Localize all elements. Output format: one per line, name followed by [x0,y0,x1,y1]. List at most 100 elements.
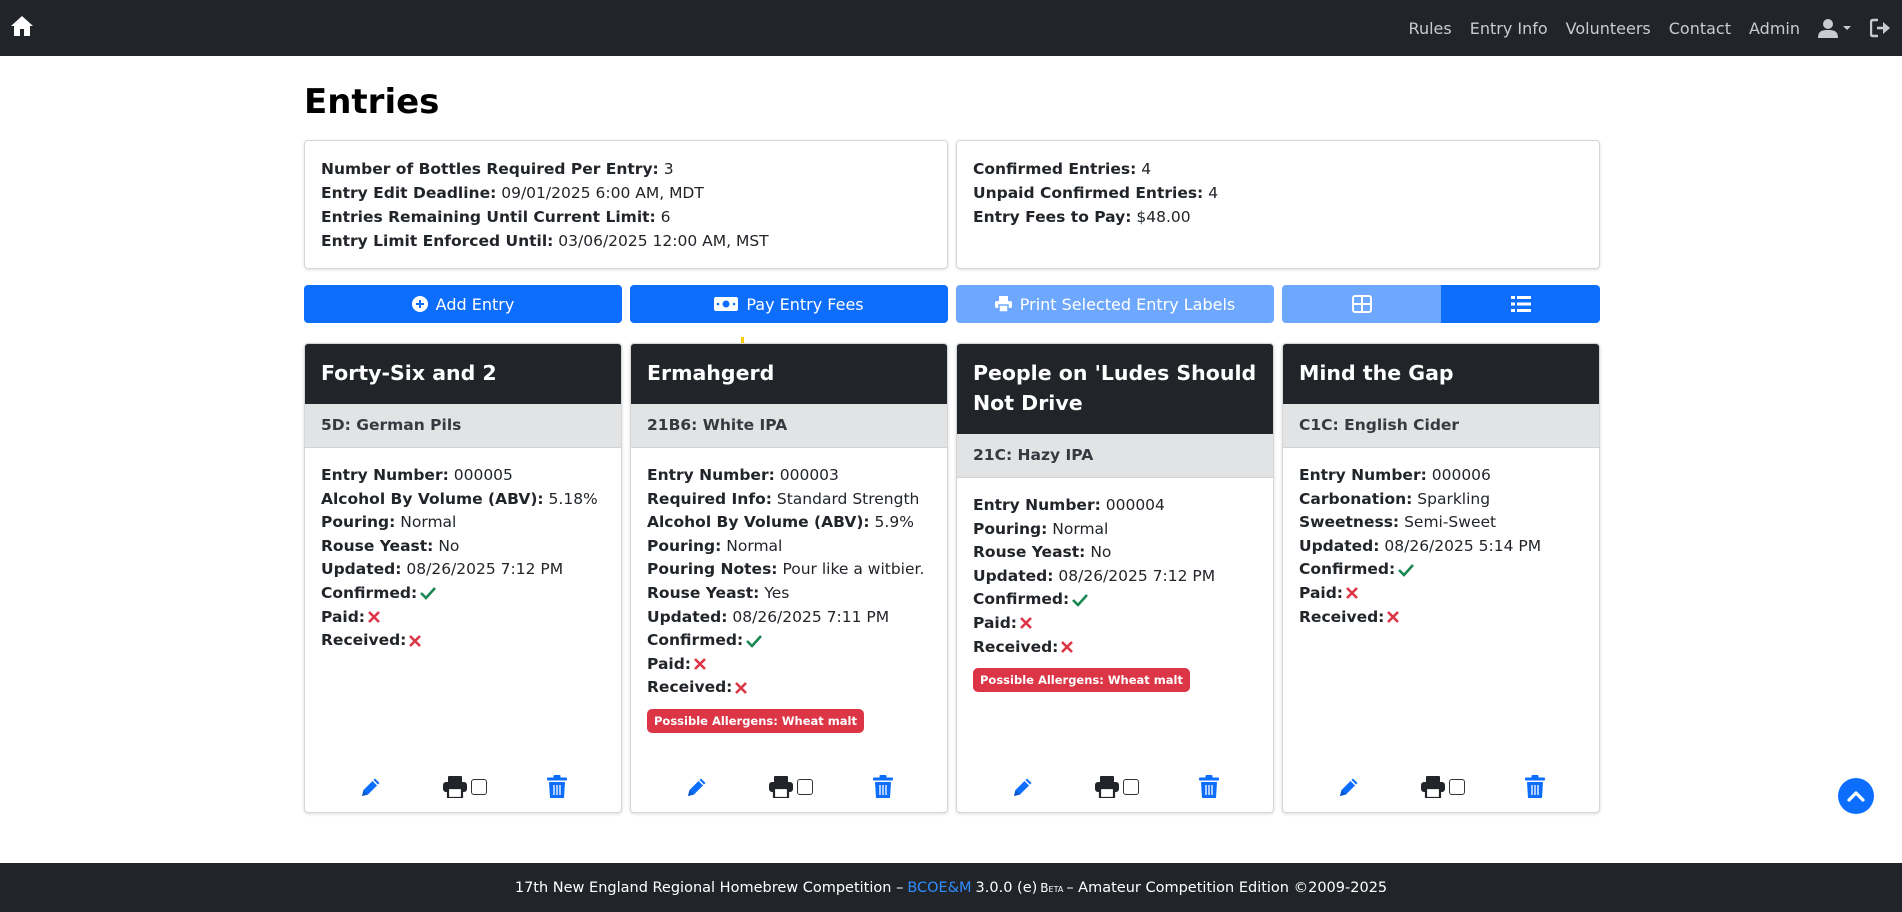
entry-actions [1283,762,1599,812]
field-label: Required Info: [647,489,772,508]
home-icon[interactable] [10,14,34,38]
info-value: 03/06/2025 12:00 AM, MST [558,232,769,250]
print-entry-label [1095,776,1139,798]
field-label: Paid: [1299,583,1344,602]
field-label: Paid: [321,607,366,626]
logout-icon[interactable] [1870,18,1892,38]
list-icon [1510,296,1531,312]
print-labels-label: Print Selected Entry Labels [1019,294,1236,314]
check-icon [420,587,437,601]
field-label: Entry Number: [1299,466,1427,484]
x-icon [735,681,748,694]
field-label: Paid: [973,613,1018,632]
select-entry-checkbox[interactable] [471,779,487,795]
field-label: Entry Number: [647,466,775,484]
field-value: 5.18% [548,489,598,508]
footer: 17th New England Regional Homebrew Compe… [0,863,1902,912]
edit-entry-button[interactable] [1337,775,1361,799]
entry-name: People on 'Ludes Should Not Drive [957,344,1273,434]
add-entry-button[interactable]: Add Entry [304,285,622,323]
info-value: 4 [1208,184,1219,202]
entry-field: Paid: [647,653,931,677]
nav-link-rules[interactable]: Rules [1408,18,1452,38]
entry-field: Entry Number: 000004 [973,494,1257,518]
chevron-up-icon [1847,791,1865,802]
print-icon [1095,776,1119,798]
entry-field: Sweetness: Semi-Sweet [1299,511,1583,535]
field-value: 5.9% [874,513,914,532]
footer-link-bcoem[interactable]: BCOE&M [907,879,972,896]
print-labels-button[interactable]: Print Selected Entry Labels [956,285,1274,323]
field-value: Standard Strength [776,489,920,508]
pencil-icon [1014,778,1032,796]
edit-entry-button[interactable] [1011,775,1035,799]
page-title: Entries [304,82,440,122]
entry-field: Required Info: Standard Strength [647,488,931,512]
entry-field: Updated: 08/26/2025 5:14 PM [1299,535,1583,559]
pencil-icon [362,778,380,796]
check-icon [1072,594,1089,607]
field-value: 000005 [453,466,513,484]
nav-link-contact[interactable]: Contact [1668,18,1731,38]
delete-entry-button[interactable] [1525,775,1545,799]
info-label: Number of Bottles Required Per Entry: [321,160,659,178]
entry-card: Mind the Gap C1C: English Cider Entry Numb… [1282,343,1600,813]
entry-style: 21C: Hazy IPA [957,434,1273,478]
entry-field: Confirmed: [973,588,1257,612]
info-row: Confirmed Entries: 4 [973,157,1583,181]
money-bill-icon [714,297,739,311]
field-label: Confirmed: [321,583,418,602]
field-value: Yes [764,583,790,602]
print-entry-button[interactable] [769,776,793,798]
footer-prefix: 17th New England Regional Homebrew Compe… [514,879,904,896]
field-value: 000003 [779,466,839,484]
footer-version: 3.0.0 (e) [975,879,1038,896]
print-entry-button[interactable] [443,776,467,798]
info-row: Entry Edit Deadline: 09/01/2025 6:00 AM,… [321,181,931,205]
field-label: Updated: [321,560,402,579]
field-label: Received: [321,631,407,650]
field-label: Rouse Yeast: [973,543,1086,562]
delete-entry-button[interactable] [873,775,893,799]
edit-entry-button[interactable] [359,775,383,799]
scroll-to-top-button[interactable] [1838,778,1874,814]
grid-view-button[interactable] [1282,285,1441,323]
field-label: Received: [647,678,733,697]
field-label: Pouring: [973,519,1048,538]
pay-entry-fees-button[interactable]: Pay Entry Fees [630,285,948,323]
field-label: Confirmed: [647,631,744,650]
info-label: Entries Remaining Until Current Limit: [321,208,656,226]
entry-field: Rouse Yeast: Yes [647,582,931,606]
entry-card: Ermahgerd 21B6: White IPA Entry Number: 00… [630,343,948,813]
caret-down-icon [1843,26,1851,30]
field-label: Pouring: [647,536,722,555]
print-icon [769,776,793,798]
nav-link-volunteers[interactable]: Volunteers [1565,18,1651,38]
entry-field: Received: [321,629,605,653]
info-value: $48.00 [1136,208,1191,226]
print-entry-button[interactable] [1095,776,1119,798]
delete-entry-button[interactable] [1199,775,1219,799]
delete-entry-button[interactable] [547,775,567,799]
user-menu-toggle[interactable] [1818,18,1852,38]
field-label: Carbonation: [1299,489,1413,508]
entry-field: Pouring: Normal [321,511,605,535]
field-value: Pour like a witbier. [782,560,925,579]
list-view-button[interactable] [1441,285,1600,323]
nav-link-entry-info[interactable]: Entry Info [1469,18,1548,38]
nav-link-admin[interactable]: Admin [1749,18,1800,38]
select-entry-checkbox[interactable] [1123,779,1139,795]
x-icon [409,634,422,647]
entry-details: Entry Number: 000006 Carbonation: Sparkli… [1283,448,1599,645]
print-entry-button[interactable] [1421,776,1445,798]
edit-entry-button[interactable] [685,775,709,799]
entry-actions [957,762,1273,812]
field-label: Entry Number: [321,466,449,484]
select-entry-checkbox[interactable] [797,779,813,795]
print-icon [443,776,467,798]
select-entry-checkbox[interactable] [1449,779,1465,795]
field-label: Alcohol By Volume (ABV): [647,513,870,532]
entry-field: Confirmed: [647,629,931,653]
field-value: 000006 [1431,466,1491,484]
info-value: 4 [1141,160,1152,178]
